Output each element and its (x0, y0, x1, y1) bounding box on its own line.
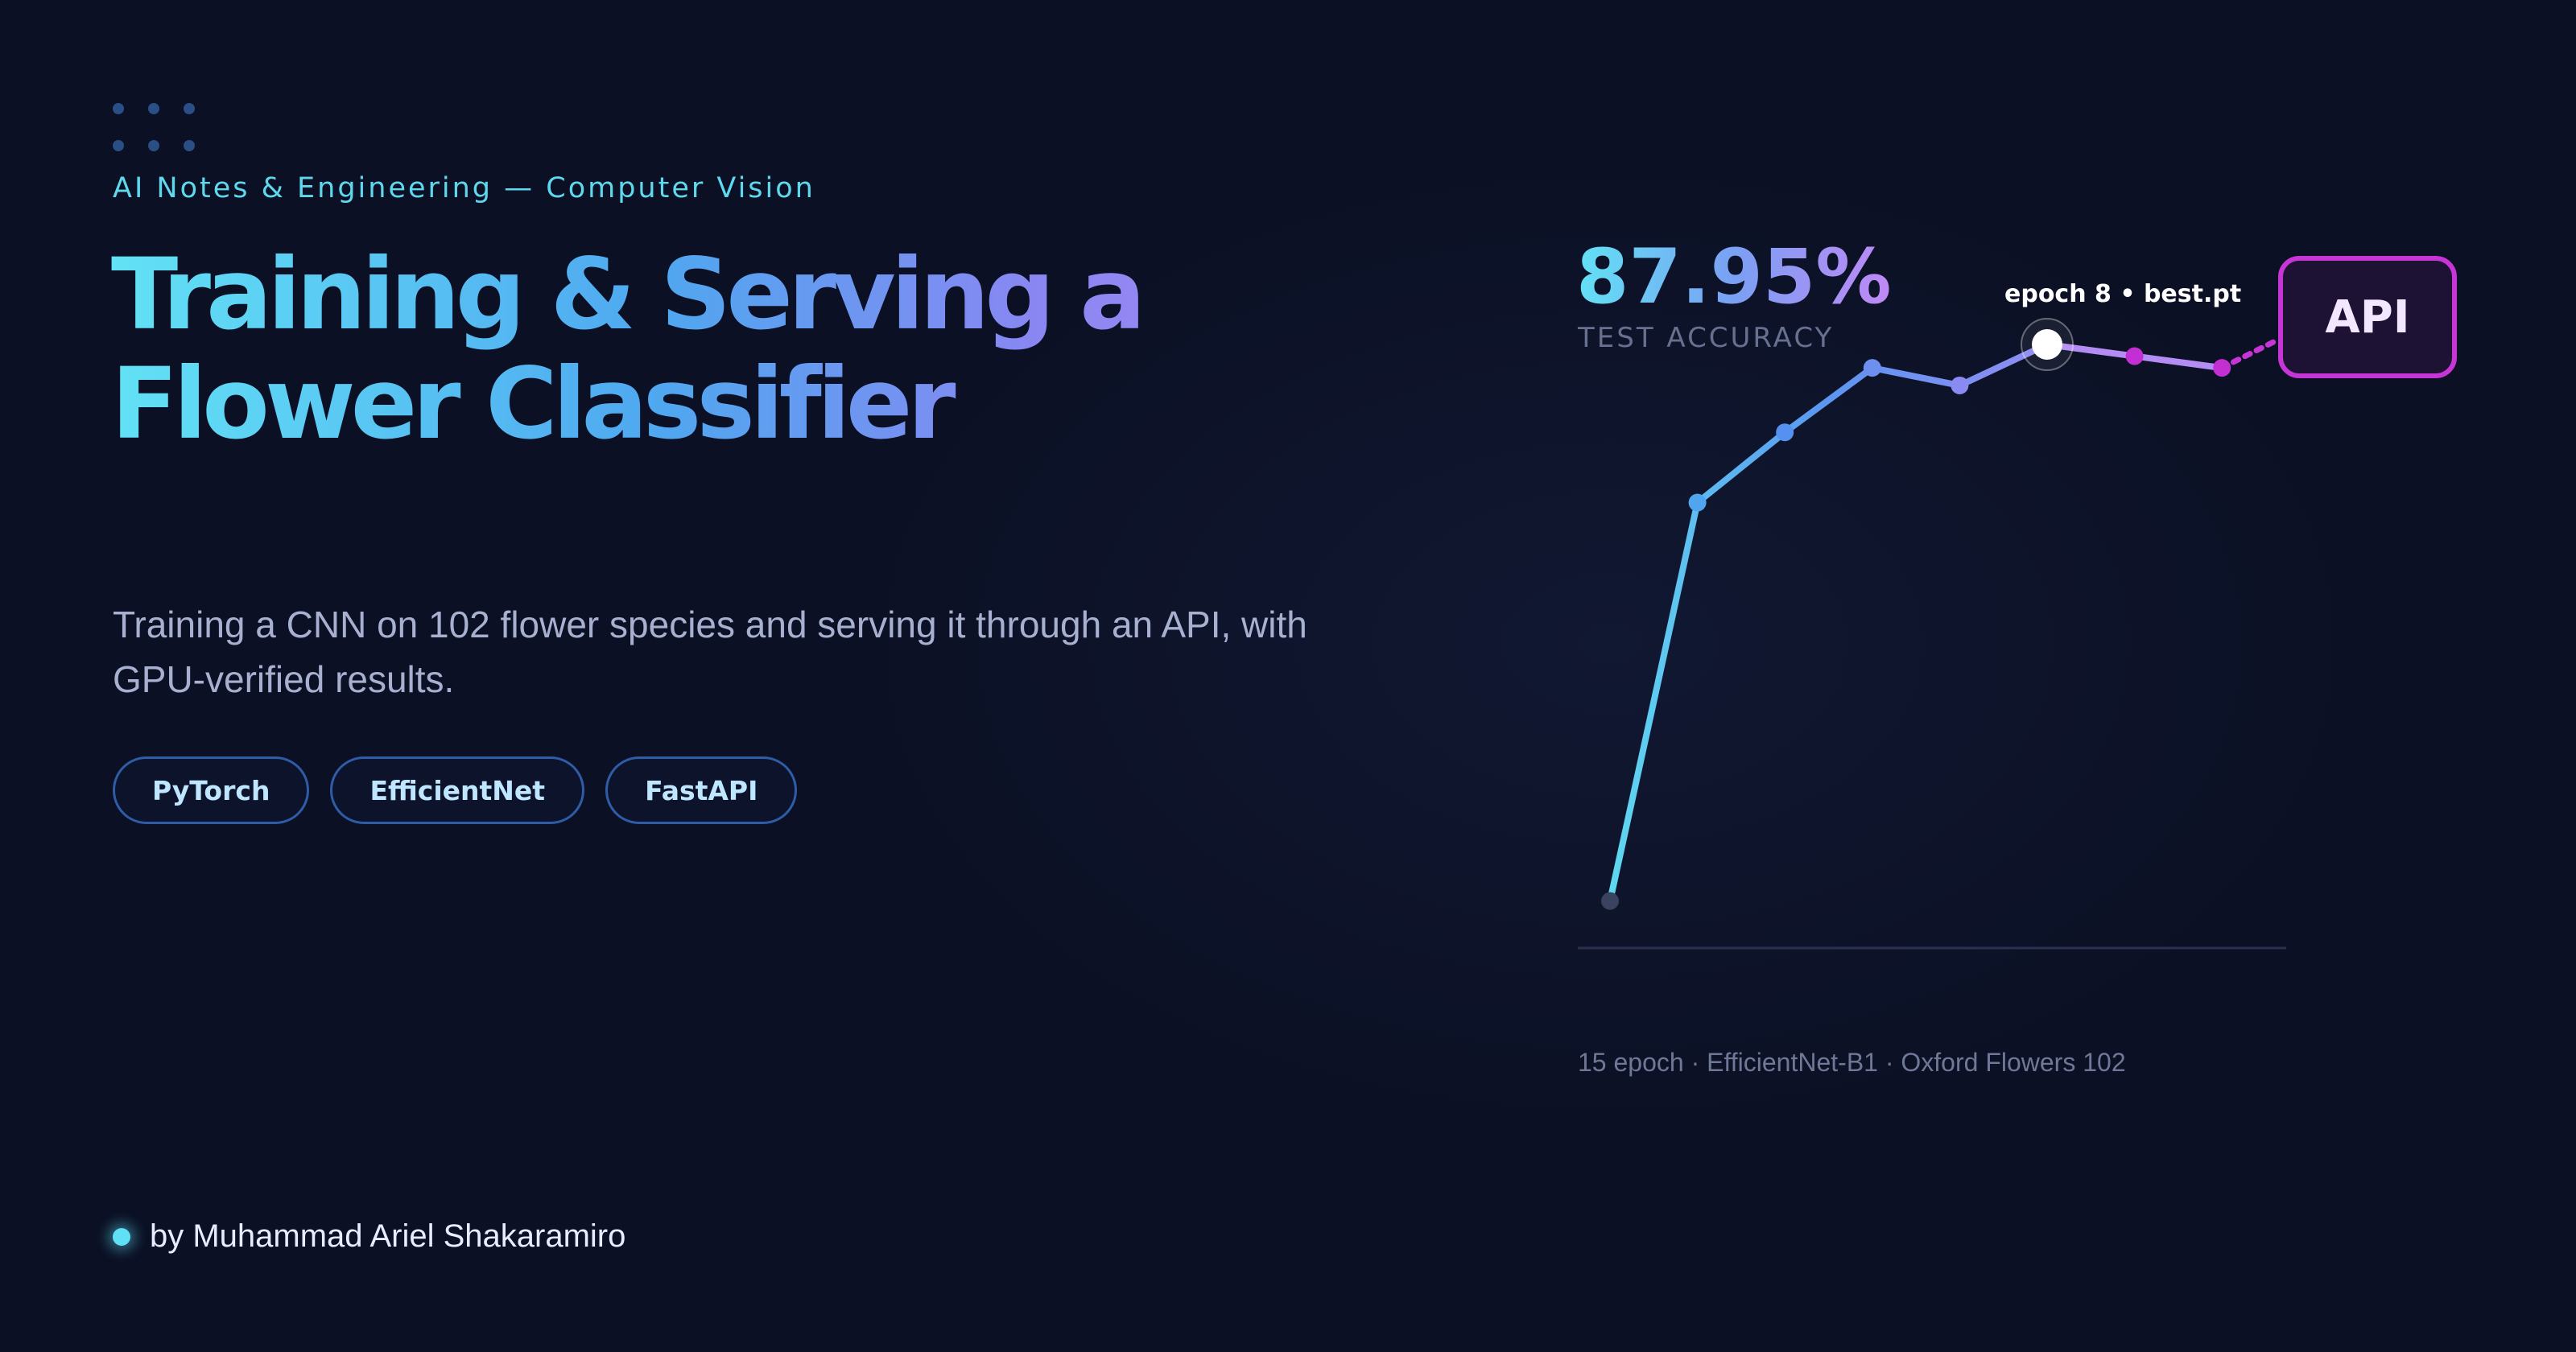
data-point (1863, 359, 1881, 377)
chart-footnote: 15 epoch · EfficientNet-B1 · Oxford Flow… (1578, 1048, 2126, 1077)
data-point (1776, 423, 1794, 442)
dot (184, 103, 195, 114)
subtitle: Training a CNN on 102 flower species and… (113, 604, 1307, 700)
best-epoch-label: epoch 8 • best.pt (2004, 280, 2242, 308)
dot (113, 140, 124, 151)
accuracy-value: 87.95% (1576, 233, 1892, 321)
dot (184, 140, 195, 151)
author-byline: by Muhammad Ariel Shakaramiro (113, 1218, 625, 1255)
tag-list: PyTorch EfficientNet FastAPI (113, 756, 798, 824)
page-title: Training & Serving a Flower Classifier (111, 240, 1480, 459)
best-point (2032, 329, 2062, 360)
tag-fastapi: FastAPI (605, 756, 798, 824)
dot (148, 140, 159, 151)
best-point-halo (2021, 318, 2074, 371)
api-label: API (2325, 291, 2410, 344)
data-point (2213, 359, 2231, 377)
dot (148, 103, 159, 114)
data-point (1688, 493, 1707, 512)
api-connector (2219, 338, 2278, 371)
data-point (1951, 376, 1969, 394)
accuracy-label: TEST ACCURACY (1578, 322, 1835, 354)
author-name: by Muhammad Ariel Shakaramiro (150, 1218, 626, 1254)
data-point (1601, 892, 1619, 910)
dot-grid-decoration (113, 103, 196, 151)
data-point (2125, 347, 2144, 365)
tag-pytorch: PyTorch (113, 756, 310, 824)
status-dot-icon (113, 1227, 130, 1246)
accuracy-line-tail (2044, 341, 2226, 372)
dot (113, 103, 124, 114)
accuracy-line (1607, 341, 2050, 905)
tag-efficientnet: EfficientNet (330, 756, 585, 824)
eyebrow-text: AI Notes & Engineering — Computer Vision (113, 172, 815, 204)
api-box: API (2278, 256, 2457, 378)
